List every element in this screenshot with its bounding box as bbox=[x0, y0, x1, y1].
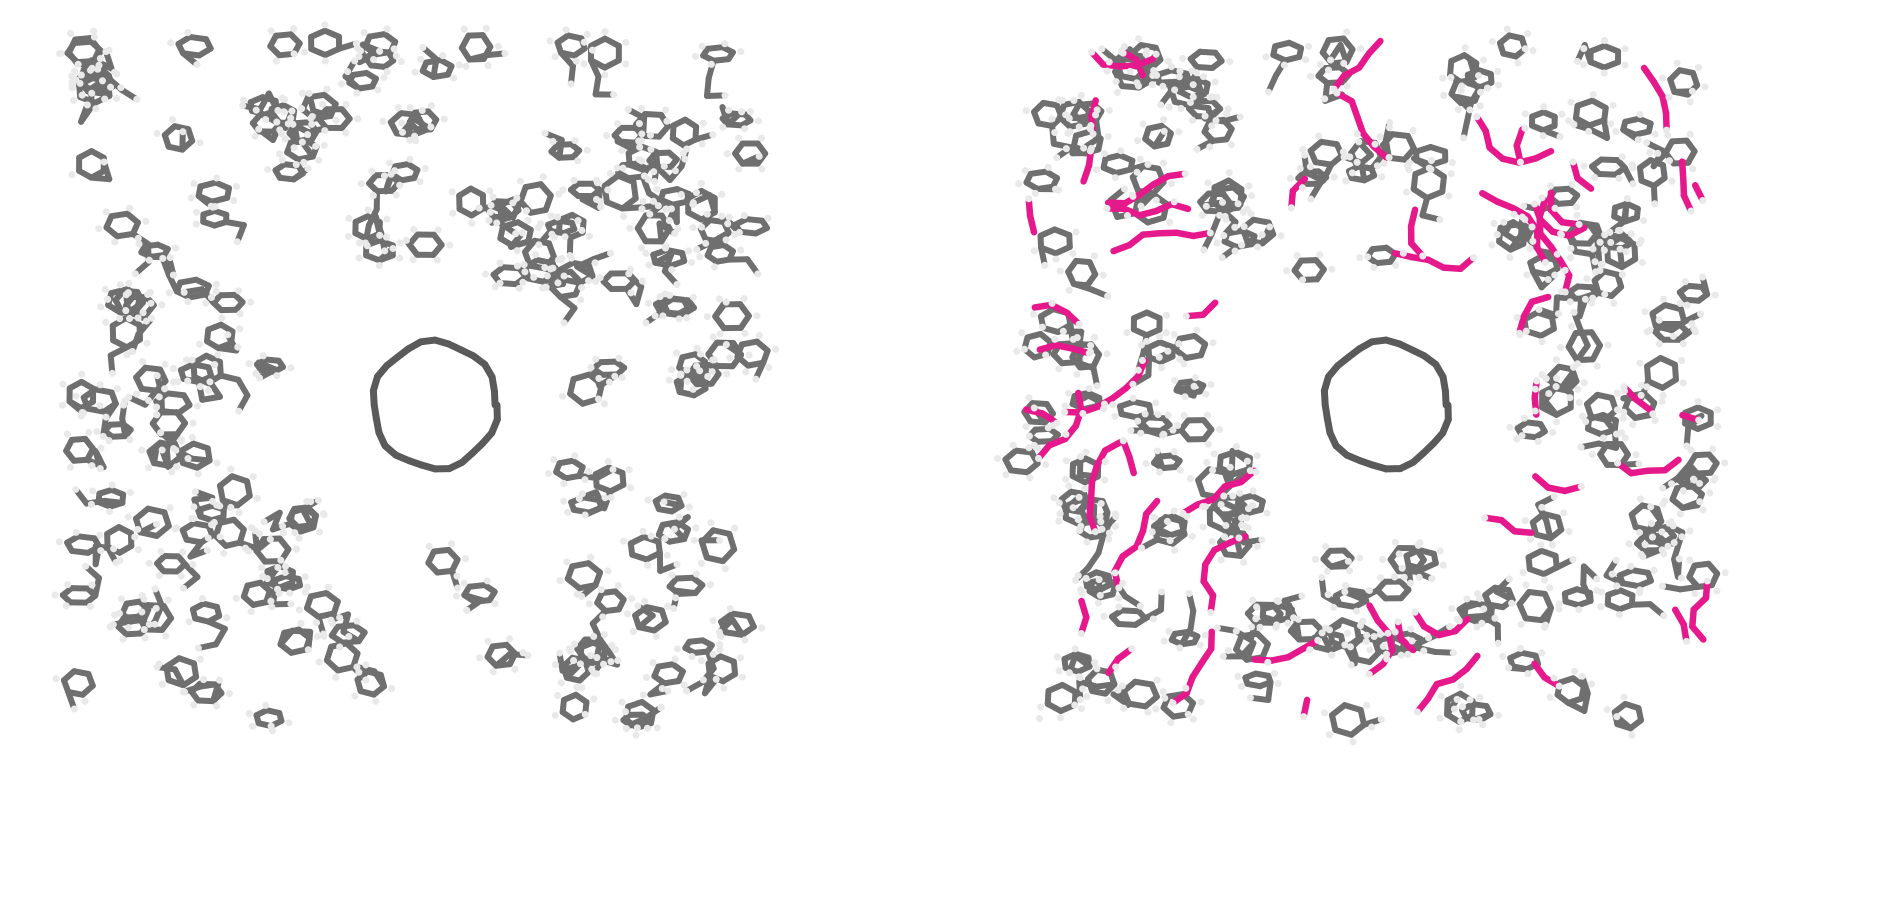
central-ring bbox=[1320, 336, 1452, 473]
molecular-structure-left bbox=[51, 21, 780, 739]
hydrogen-atoms bbox=[994, 25, 1729, 746]
central-ring bbox=[369, 336, 501, 473]
molecular-panel-right bbox=[951, 0, 1902, 918]
bond-network bbox=[1002, 32, 1721, 738]
molecular-structure-right bbox=[994, 25, 1729, 746]
bond-network bbox=[59, 27, 771, 731]
hydrogen-atoms bbox=[51, 21, 780, 739]
molecular-panel-left bbox=[51, 21, 780, 739]
